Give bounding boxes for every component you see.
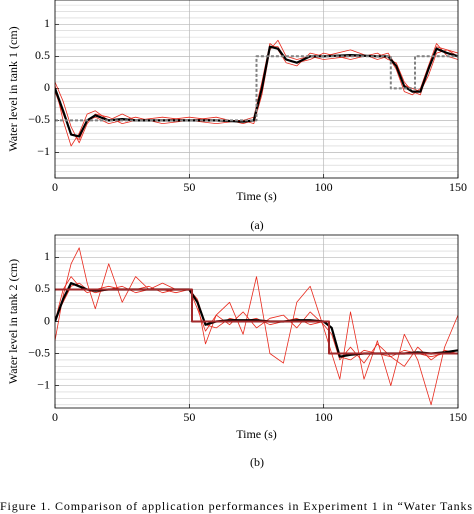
plot-frame <box>54 0 459 179</box>
series-line <box>55 55 458 122</box>
x-tick-label: 150 <box>449 410 467 424</box>
series-line <box>55 247 458 406</box>
x-tick-label: 100 <box>315 180 333 194</box>
y-tick-label: 1 <box>44 16 50 30</box>
y-tick-label: 0 <box>44 80 50 94</box>
plot-frame <box>54 234 459 409</box>
series-line <box>55 282 458 358</box>
y-tick-label: 0.5 <box>35 281 50 295</box>
series-line <box>55 288 458 355</box>
x-tick-label: 0 <box>52 410 58 424</box>
subcaption: (b) <box>250 455 264 469</box>
y-axis-label: Water level in tank 1 (cm) <box>6 26 20 151</box>
y-tick-label: 0 <box>44 313 50 327</box>
y-tick-label: −1 <box>37 377 50 391</box>
y-tick-label: −0.5 <box>28 345 50 359</box>
x-tick-label: 150 <box>449 180 467 194</box>
x-tick-label: 0 <box>52 180 58 194</box>
caption: Figure 1. Comparison of application perf… <box>0 499 472 513</box>
x-tick-label: 50 <box>183 180 195 194</box>
x-tick-label: 100 <box>315 410 333 424</box>
y-tick-label: 0.5 <box>35 48 50 62</box>
x-tick-label: 50 <box>183 410 195 424</box>
series-line <box>55 45 458 138</box>
y-tick-label: −1 <box>37 144 50 158</box>
y-tick-label: −0.5 <box>28 112 50 126</box>
y-axis-label: Water level in tank 2 (cm) <box>6 259 20 384</box>
subcaption: (a) <box>250 218 263 232</box>
series-line <box>55 276 458 367</box>
y-tick-label: 1 <box>44 249 50 263</box>
x-axis-label: Time (s) <box>236 189 277 203</box>
x-axis-label: Time (s) <box>236 427 277 441</box>
